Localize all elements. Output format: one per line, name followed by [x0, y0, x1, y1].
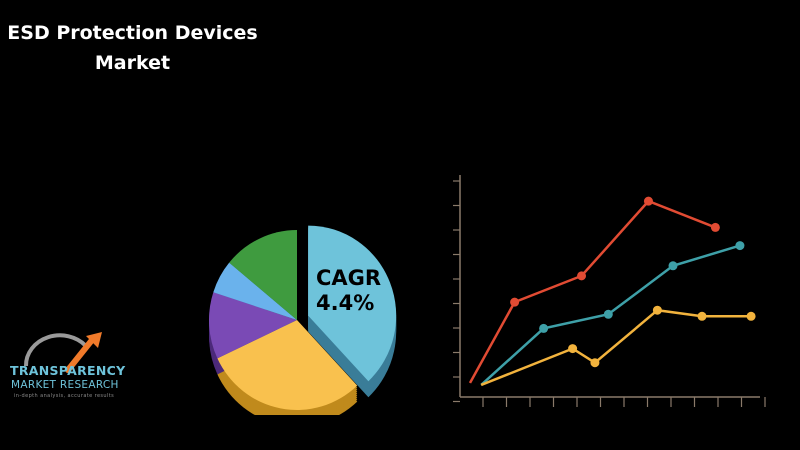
series-0-point [510, 297, 520, 307]
series-2-point [590, 358, 600, 368]
logo-tagline: in-depth analysis, accurate results [14, 393, 115, 399]
series-0-point [577, 271, 587, 281]
title-line-2: Market [94, 52, 171, 74]
pie-slice-4 [229, 230, 297, 320]
pie-slice-3 [213, 262, 297, 320]
series-1-point [668, 261, 678, 271]
pie-slice-1 [217, 320, 358, 410]
series-1-point [603, 309, 613, 319]
pie-slice-2 [209, 292, 297, 359]
pie-chart [209, 225, 397, 415]
series-line-0 [468, 199, 716, 384]
cagr-label: CAGR 4.4% [316, 266, 381, 316]
series-2-point [652, 305, 662, 315]
company-logo: TRANSPARENCY MARKET RESEARCH in-depth an… [8, 330, 148, 410]
title-line-1: ESD Protection Devices [7, 22, 258, 44]
series-1-point [735, 241, 745, 251]
logo-text-transparency: TRANSPARENCY [10, 363, 126, 378]
series-0-point [643, 196, 653, 206]
series-1-point [539, 323, 549, 333]
pie-slice-0 [308, 225, 397, 382]
cagr-value: 4.4% [316, 291, 375, 315]
series-2-point [568, 344, 578, 354]
series-2-point [746, 311, 756, 321]
line-chart [453, 175, 766, 407]
chart-title: ESD Protection Devices Market [0, 18, 265, 78]
logo-swoosh-icon [23, 332, 102, 373]
series-0-point [710, 222, 720, 232]
series-line-2 [480, 308, 752, 387]
series-2-point [697, 311, 707, 321]
logo-text-market-research: MARKET RESEARCH [11, 379, 119, 391]
cagr-label-text: CAGR [316, 266, 382, 290]
